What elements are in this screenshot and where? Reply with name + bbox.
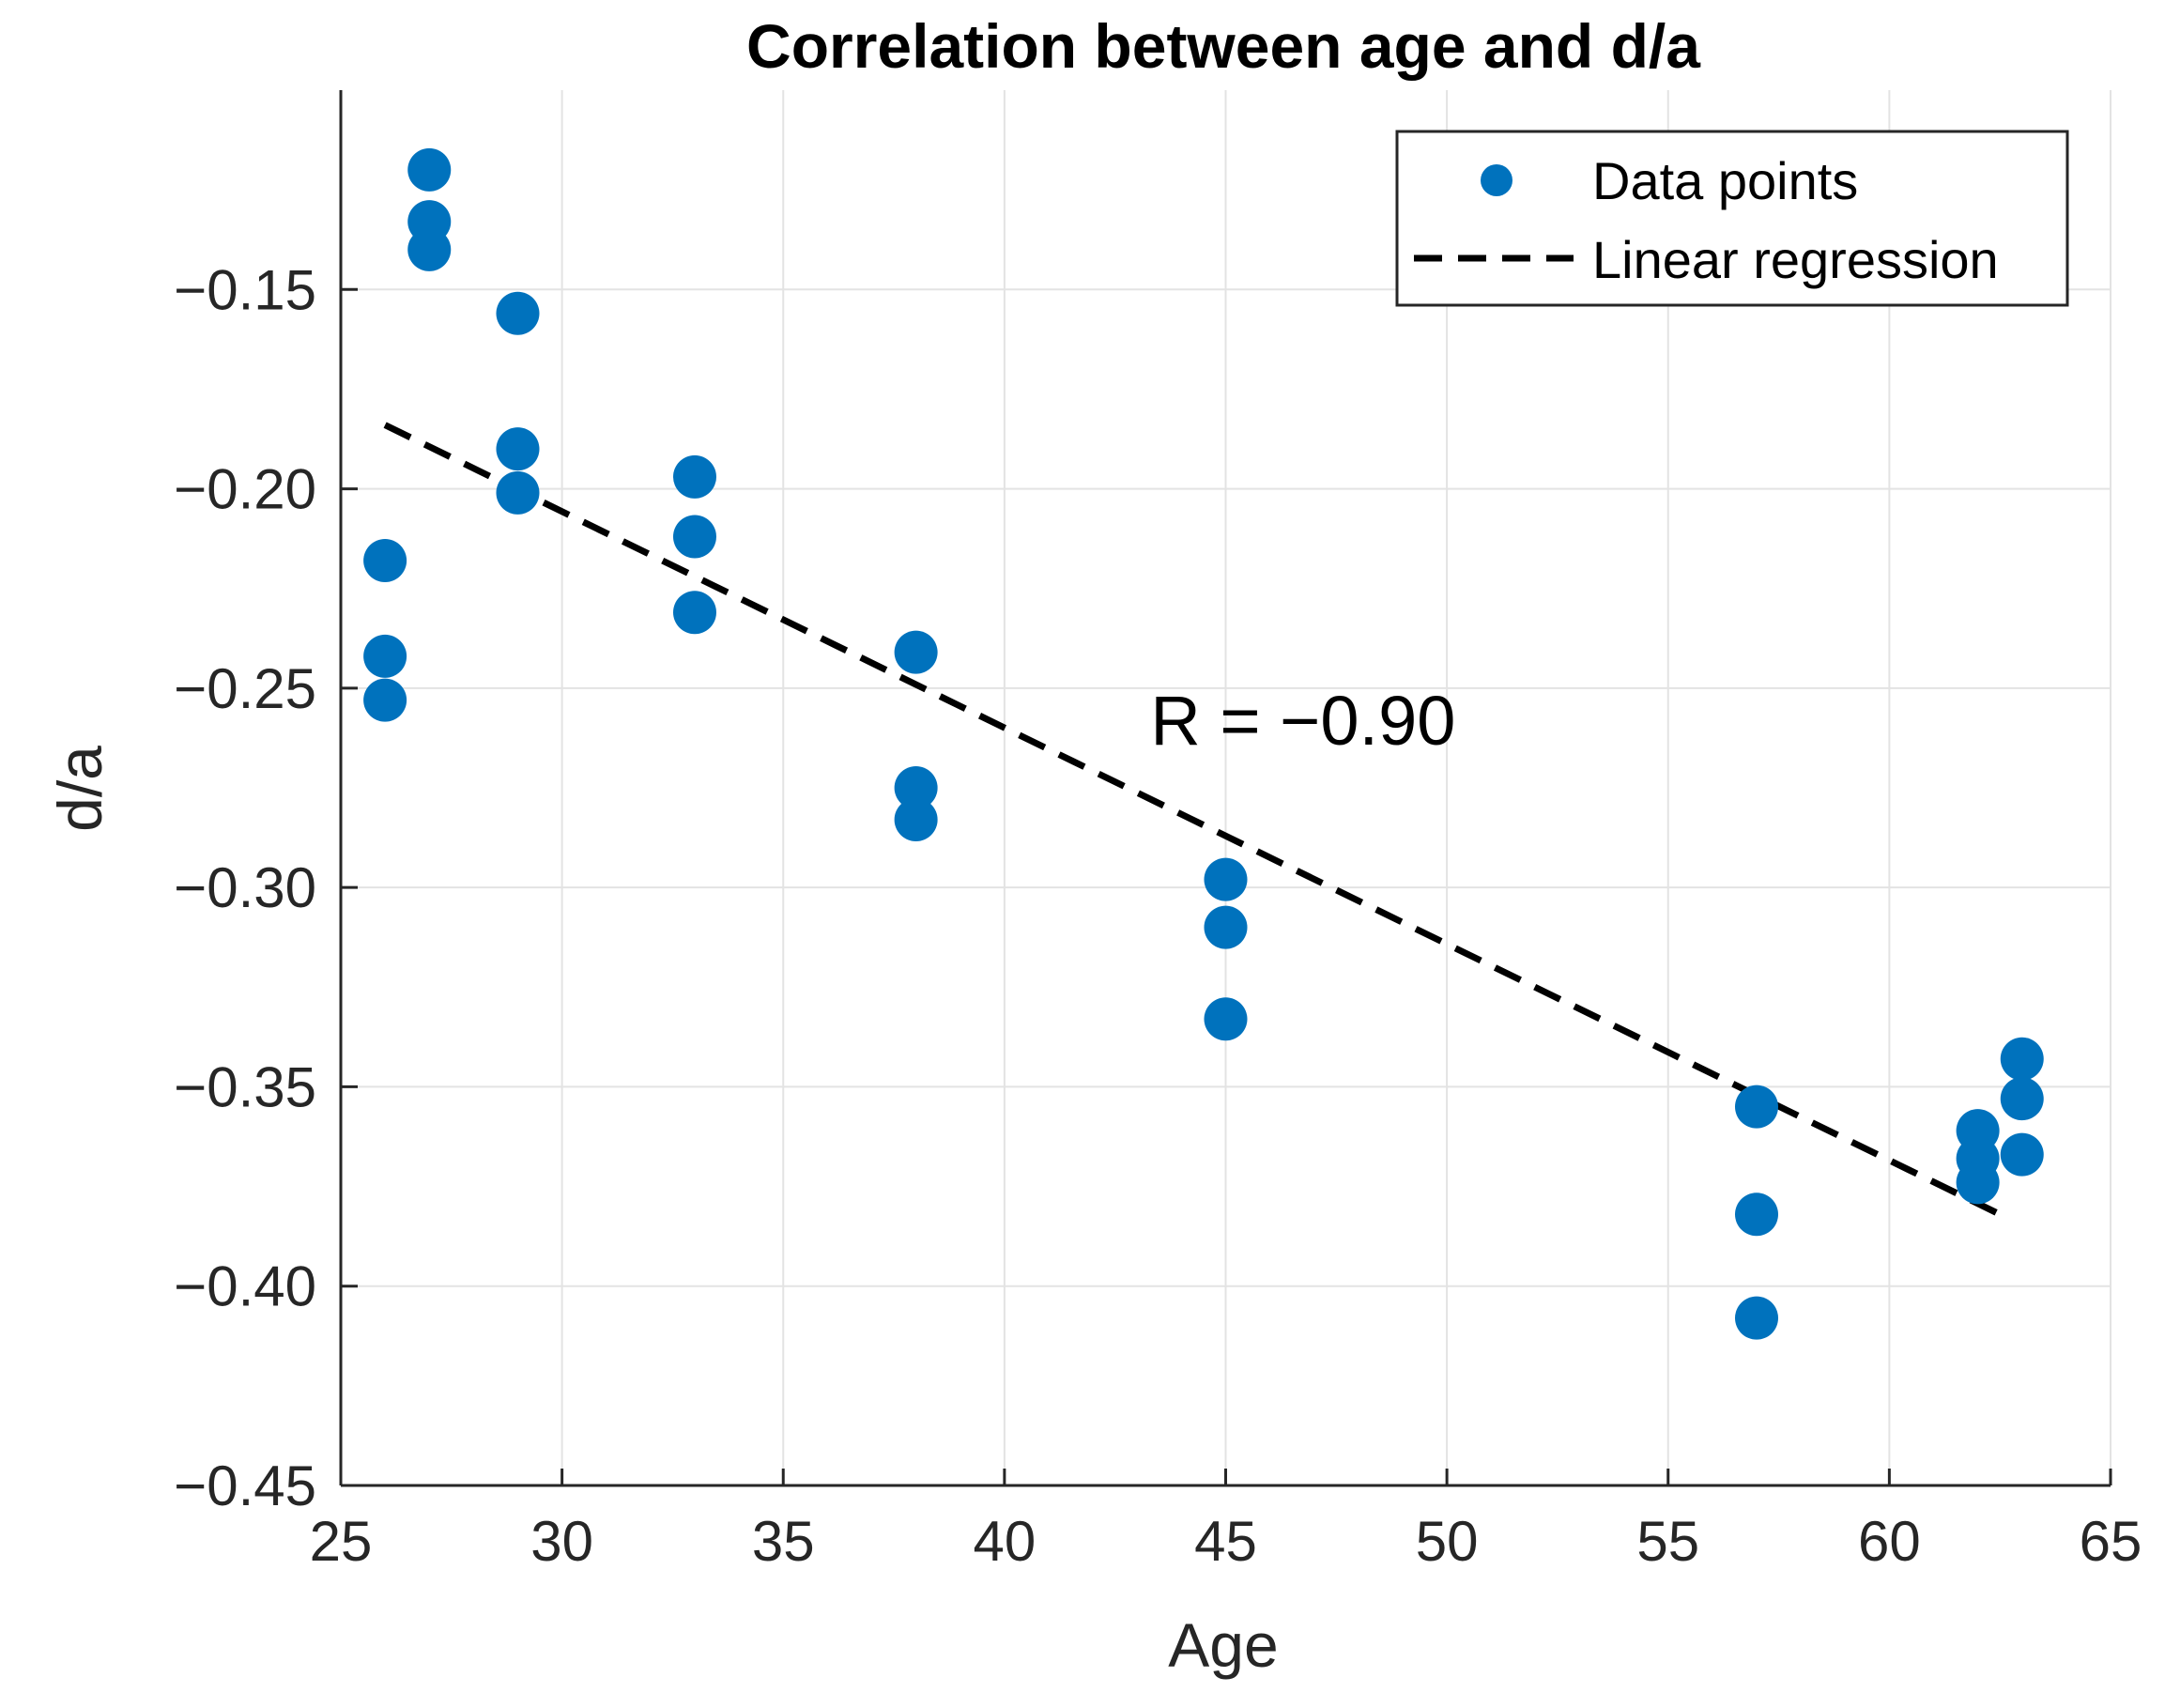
y-tick-label: −0.15 <box>174 258 316 321</box>
correlation-annotation: R = −0.90 <box>1150 682 1455 760</box>
data-point <box>894 797 938 841</box>
legend-marker-data-points <box>1481 164 1512 196</box>
data-point <box>407 147 452 192</box>
x-tick-label: 50 <box>1416 1510 1479 1573</box>
legend-label-linear-regression: Linear regression <box>1592 230 1999 289</box>
data-point <box>496 470 540 515</box>
y-tick-label: −0.20 <box>174 458 316 521</box>
regression-line <box>383 422 2002 1218</box>
data-point <box>673 515 716 559</box>
x-tick-label: 65 <box>2080 1510 2142 1573</box>
y-tick-label: −0.45 <box>174 1454 316 1517</box>
x-tick-label: 55 <box>1636 1510 1699 1573</box>
x-tick-label: 40 <box>974 1510 1036 1573</box>
data-point <box>1204 997 1248 1041</box>
data-point <box>1735 1296 1778 1340</box>
data-point <box>363 678 407 722</box>
data-point <box>2000 1037 2044 1081</box>
y-tick-label: −0.25 <box>174 657 316 720</box>
data-point <box>363 634 407 678</box>
data-point <box>1204 905 1248 949</box>
data-point <box>407 227 452 271</box>
data-point <box>2000 1077 2044 1121</box>
y-tick-label: −0.35 <box>174 1055 316 1118</box>
data-point <box>496 291 540 335</box>
x-tick-label: 25 <box>310 1510 373 1573</box>
data-point <box>1204 857 1248 901</box>
data-point <box>1735 1193 1778 1237</box>
data-point <box>1956 1161 2000 1205</box>
x-tick-label: 30 <box>530 1510 593 1573</box>
y-tick-label: −0.40 <box>174 1255 316 1318</box>
x-tick-labels: 25 30 35 40 45 50 55 60 65 <box>310 1510 2142 1573</box>
x-tick-label: 60 <box>1858 1510 1921 1573</box>
x-tick-label: 35 <box>752 1510 815 1573</box>
data-point <box>894 766 938 809</box>
legend-box <box>1395 130 2069 307</box>
axes <box>339 90 2112 1487</box>
y-axis-label: d/a <box>45 746 115 832</box>
x-axis-label: Age <box>1168 1610 1278 1680</box>
x-tick-label: 45 <box>1194 1510 1257 1573</box>
data-point <box>673 454 716 499</box>
data-point <box>1735 1085 1778 1129</box>
regression-line-group <box>383 422 2002 1218</box>
legend: Data points Linear regression <box>1395 130 2069 307</box>
legend-label-data-points: Data points <box>1592 151 1858 210</box>
data-points-group <box>363 147 2044 1340</box>
data-point <box>673 591 716 635</box>
data-point <box>894 630 938 674</box>
data-point <box>363 538 407 582</box>
y-tick-labels: −0.45 −0.40 −0.35 −0.30 −0.25 −0.20 −0.15 <box>174 258 316 1517</box>
data-point <box>2000 1132 2044 1177</box>
data-point <box>496 427 540 471</box>
y-tick-label: −0.30 <box>174 856 316 919</box>
chart-title: Correlation between age and d/a <box>746 11 1701 81</box>
